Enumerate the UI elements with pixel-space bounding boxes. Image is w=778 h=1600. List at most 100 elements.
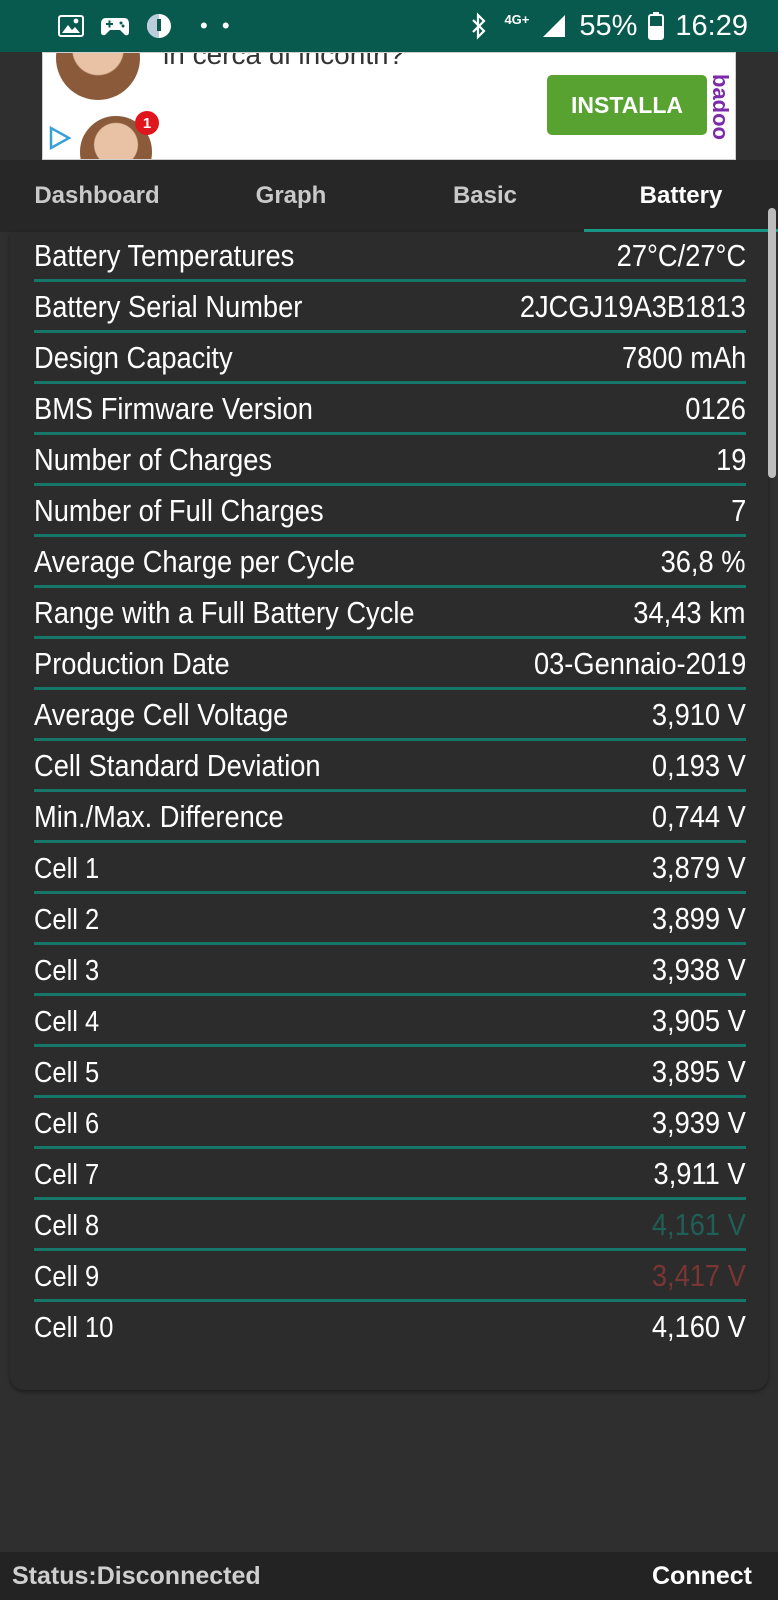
row-value: 19	[715, 442, 746, 477]
row-label: Average Charge per Cycle	[34, 544, 355, 579]
cell-row: Cell 6 3,939 V	[34, 1099, 746, 1149]
row-value: 34,43 km	[633, 595, 746, 630]
cell-label: Cell 3	[34, 955, 100, 987]
ad-brand-logo: badoo	[708, 74, 733, 140]
notification-dots: • •	[200, 13, 234, 38]
cell-voltage: 3,905 V	[651, 1003, 746, 1038]
network-type: 4G+	[504, 11, 530, 27]
row-divider	[34, 483, 746, 486]
cell-row: Cell 4 3,905 V	[34, 997, 746, 1047]
info-row: Average Cell Voltage 3,910 V	[34, 691, 746, 741]
row-value: 2JCGJ19A3B1813	[520, 289, 746, 324]
cell-row: Cell 9 3,417 V	[34, 1252, 746, 1302]
row-divider	[34, 687, 746, 690]
install-button[interactable]: INSTALLA	[547, 75, 707, 135]
row-value: 03-Gennaio-2019	[533, 646, 746, 681]
active-tab-indicator	[584, 229, 778, 232]
tab-battery[interactable]: Battery	[639, 182, 723, 209]
row-divider	[34, 1197, 746, 1200]
row-divider	[34, 993, 746, 996]
row-value: 0,193 V	[651, 748, 746, 783]
row-divider	[34, 738, 746, 741]
row-divider	[34, 840, 746, 843]
row-label: Design Capacity	[34, 340, 233, 375]
row-label: Range with a Full Battery Cycle	[34, 595, 415, 630]
row-label: Average Cell Voltage	[34, 697, 289, 732]
row-divider	[34, 1248, 746, 1251]
cell-row: Cell 2 3,899 V	[34, 895, 746, 945]
cell-label: Cell 9	[34, 1261, 100, 1293]
info-row: Battery Serial Number 2JCGJ19A3B1813	[34, 283, 746, 333]
row-divider	[34, 585, 746, 588]
info-row: Range with a Full Battery Cycle 34,43 km	[34, 589, 746, 639]
row-divider	[34, 432, 746, 435]
row-value: 27°C/27°C	[616, 238, 746, 273]
info-row: BMS Firmware Version 0126	[34, 385, 746, 435]
battery-percent: 55%	[579, 9, 638, 42]
ad-choices-icon[interactable]	[47, 125, 73, 151]
ad-headline: in cerca di incontri?	[163, 52, 405, 70]
info-row: Number of Full Charges 7	[34, 487, 746, 537]
row-label: Cell Standard Deviation	[34, 748, 321, 783]
info-row: Average Charge per Cycle 36,8 %	[34, 538, 746, 588]
cell-voltage: 3,938 V	[651, 952, 746, 987]
row-divider	[34, 891, 746, 894]
connect-button[interactable]: Connect	[652, 1561, 752, 1590]
cell-row: Cell 10 4,160 V	[34, 1303, 746, 1353]
status-bar: • • 4G+ 55% 16:29	[0, 0, 778, 52]
row-label: Production Date	[34, 646, 230, 681]
row-label: Number of Full Charges	[34, 493, 324, 528]
cell-row: Cell 5 3,895 V	[34, 1048, 746, 1098]
cell-voltage-high: 4,161 V	[651, 1207, 746, 1242]
row-value: 7	[730, 493, 746, 528]
row-value: 36,8 %	[661, 544, 746, 579]
ad-avatar-1	[53, 53, 143, 103]
tab-graph[interactable]: Graph	[255, 182, 327, 209]
row-label: Battery Serial Number	[34, 289, 303, 324]
bottom-bar: Status:Disconnected Connect	[0, 1552, 778, 1600]
row-divider	[34, 1044, 746, 1047]
cell-voltage: 3,895 V	[651, 1054, 746, 1089]
signal-icon	[539, 11, 569, 41]
row-divider	[34, 279, 746, 282]
info-row: Design Capacity 7800 mAh	[34, 334, 746, 384]
cell-label: Cell 4	[34, 1006, 100, 1038]
ad-banner[interactable]: in cerca di incontri? 1 INSTALLA badoo	[42, 52, 736, 160]
cell-voltage: 3,939 V	[651, 1105, 746, 1140]
gallery-icon	[56, 11, 86, 41]
tab-basic[interactable]: Basic	[452, 182, 518, 209]
row-value: 0,744 V	[651, 799, 746, 834]
row-divider	[34, 1095, 746, 1098]
row-divider	[34, 534, 746, 537]
cell-voltage: 3,879 V	[651, 850, 746, 885]
cell-row: Cell 8 4,161 V	[34, 1201, 746, 1251]
cell-voltage: 4,160 V	[651, 1309, 746, 1344]
cell-label: Cell 6	[34, 1108, 100, 1140]
row-divider	[34, 381, 746, 384]
row-divider	[34, 330, 746, 333]
game-controller-icon	[100, 11, 130, 41]
row-label: Min./Max. Difference	[34, 799, 284, 834]
sync-circle-icon	[144, 11, 174, 41]
row-divider	[34, 1146, 746, 1149]
cell-voltage: 3,911 V	[653, 1156, 746, 1191]
cell-label: Cell 5	[34, 1057, 100, 1089]
cell-label: Cell 10	[34, 1312, 114, 1344]
row-label: Number of Charges	[34, 442, 273, 477]
connection-status: Status:Disconnected	[12, 1561, 261, 1590]
row-divider	[34, 942, 746, 945]
cell-voltage: 3,899 V	[651, 901, 746, 936]
info-row: Production Date 03-Gennaio-2019	[34, 640, 746, 690]
row-divider	[34, 1299, 746, 1302]
cell-label: Cell 7	[34, 1159, 100, 1191]
cell-label: Cell 2	[34, 904, 100, 936]
info-row: Number of Charges 19	[34, 436, 746, 486]
scrollbar[interactable]	[768, 208, 776, 478]
tab-dashboard[interactable]: Dashboard	[34, 182, 160, 209]
cell-row: Cell 7 3,911 V	[34, 1150, 746, 1200]
bluetooth-icon	[464, 11, 494, 41]
row-divider	[34, 636, 746, 639]
ad-notification-badge: 1	[135, 111, 159, 135]
cell-row: Cell 3 3,938 V	[34, 946, 746, 996]
row-value: 0126	[685, 391, 746, 426]
